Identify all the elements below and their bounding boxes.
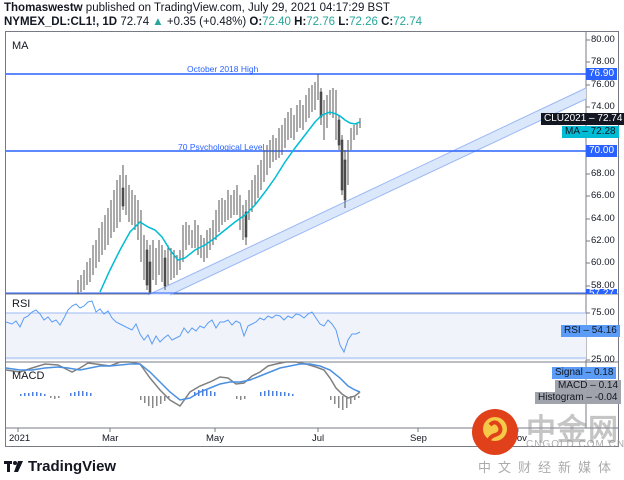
time-label: Jul — [312, 433, 325, 444]
trend-channel-lower[interactable] — [169, 98, 587, 296]
time-label: Nov — [510, 433, 527, 444]
signal-value-tag: Signal – 0.18 — [552, 367, 617, 379]
ma-tag-value: 72.28 — [590, 126, 616, 137]
symbol-label: NYMEX_DL:CL1!, 1D — [4, 16, 118, 28]
macd-histogram[interactable] — [20, 389, 360, 410]
price-tick: 68.00 — [591, 168, 615, 179]
close-value: 72.74 — [393, 16, 423, 28]
price-tick: 60.00 — [591, 257, 615, 268]
symbol-tag-label: CLU2021 — [544, 113, 587, 124]
tradingview-logo-icon — [4, 460, 23, 472]
time-label: Mar — [102, 433, 119, 444]
price-ticks — [586, 39, 590, 361]
high-label: H: — [294, 16, 307, 28]
price-tick: 78.00 — [591, 56, 615, 67]
signal-tag-label: Signal — [555, 367, 583, 378]
oct-2018-high-label[interactable]: October 2018 High — [187, 64, 259, 74]
macd-value-tag: MACD – 0.14 — [555, 380, 622, 392]
ma-tag-label: MA — [565, 126, 580, 137]
low-label: L: — [338, 16, 350, 28]
price-tag-7000: 70.00 — [586, 145, 618, 157]
histogram-value-tag: Histogram – -0.04 — [535, 392, 621, 404]
time-label: Sep — [410, 433, 427, 444]
macd-tag-label: MACD — [558, 380, 588, 391]
rsi-band-fill — [6, 313, 586, 360]
last-price: 72.74 — [120, 16, 150, 28]
cngold-logo-icon — [472, 409, 518, 455]
ma-line[interactable] — [99, 111, 361, 293]
high-value: 72.76 — [306, 16, 336, 28]
ma-pane-title: MA — [12, 40, 29, 52]
trend-channel-upper[interactable] — [147, 87, 587, 296]
tradingview-logo[interactable]: TradingView — [4, 458, 116, 475]
price-change: +0.35 (+0.48%) — [166, 16, 247, 28]
chart-frame[interactable] — [5, 31, 619, 447]
symbol-info: NYMEX_DL:CL1!, 1D 72.74 ▲ +0.35 (+0.48%)… — [4, 16, 422, 28]
time-ticks — [17, 428, 519, 432]
price-tick: 62.00 — [591, 235, 615, 246]
watermark-cn-title: 中金网 — [526, 414, 619, 447]
psych-70-label[interactable]: 70 Psychological Level — [178, 142, 265, 152]
time-label: May — [206, 433, 224, 444]
price-tick: 76.00 — [591, 79, 615, 90]
price-tick: 80.00 — [591, 34, 615, 45]
symbol-price-tag: CLU2021 – 72.74 — [541, 113, 624, 125]
time-label: 2021 — [9, 433, 31, 444]
rsi-tag-value: 54.16 — [591, 325, 617, 336]
publish-info: Thomaswestw published on TradingView.com… — [4, 2, 390, 14]
rsi-line[interactable] — [5, 300, 361, 354]
up-arrow-icon: ▲ — [152, 16, 164, 28]
price-tick: 74.00 — [591, 101, 615, 112]
symbol-tag-value: 72.74 — [597, 113, 623, 124]
watermark-subtitle: 中文财经新媒体 — [478, 460, 619, 475]
price-tick: 66.00 — [591, 190, 615, 201]
tradingview-brand: TradingView — [28, 458, 117, 475]
price-tag-5727: 57.27 — [586, 289, 618, 294]
candle-bodies — [121, 91, 347, 293]
author-name: Thomaswestw — [4, 2, 83, 14]
price-tick: 58.00 — [591, 280, 615, 291]
open-value: 72.40 — [262, 16, 291, 28]
low-value: 72.26 — [349, 16, 378, 28]
open-label: O: — [249, 16, 263, 28]
signal-line[interactable] — [5, 363, 361, 401]
histogram-tag-value: -0.04 — [594, 392, 618, 403]
watermark-url: CNGOLD.COM.CN — [526, 439, 624, 450]
rsi-tag-label: RSI — [564, 325, 581, 336]
rsi-value-tag: RSI – 54.16 — [561, 325, 620, 337]
rsi-pane-title: RSI — [12, 298, 31, 310]
ma-price-tag: MA – 72.28 — [562, 126, 619, 138]
published-text: published on TradingView.com, July 29, 2… — [82, 2, 390, 14]
price-tick: 64.00 — [591, 213, 615, 224]
rsi-tick-25: 25.00 — [591, 354, 615, 365]
macd-pane-title: MACD — [12, 370, 45, 382]
close-label: C: — [381, 16, 394, 28]
cngold-watermark: 中金网 CNGOLD.COM.CN 中文财经新媒体 — [468, 405, 624, 480]
signal-tag-value: 0.18 — [593, 367, 614, 378]
histogram-tag-label: Histogram — [538, 392, 584, 403]
macd-tag-value: 0.14 — [598, 380, 619, 391]
price-tag-7690: 76.90 — [586, 68, 618, 80]
rsi-tick-75: 75.00 — [591, 307, 615, 318]
